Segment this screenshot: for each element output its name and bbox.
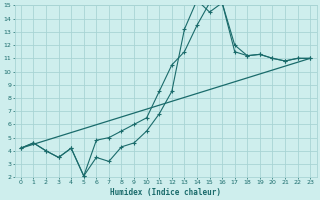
X-axis label: Humidex (Indice chaleur): Humidex (Indice chaleur) (110, 188, 221, 197)
